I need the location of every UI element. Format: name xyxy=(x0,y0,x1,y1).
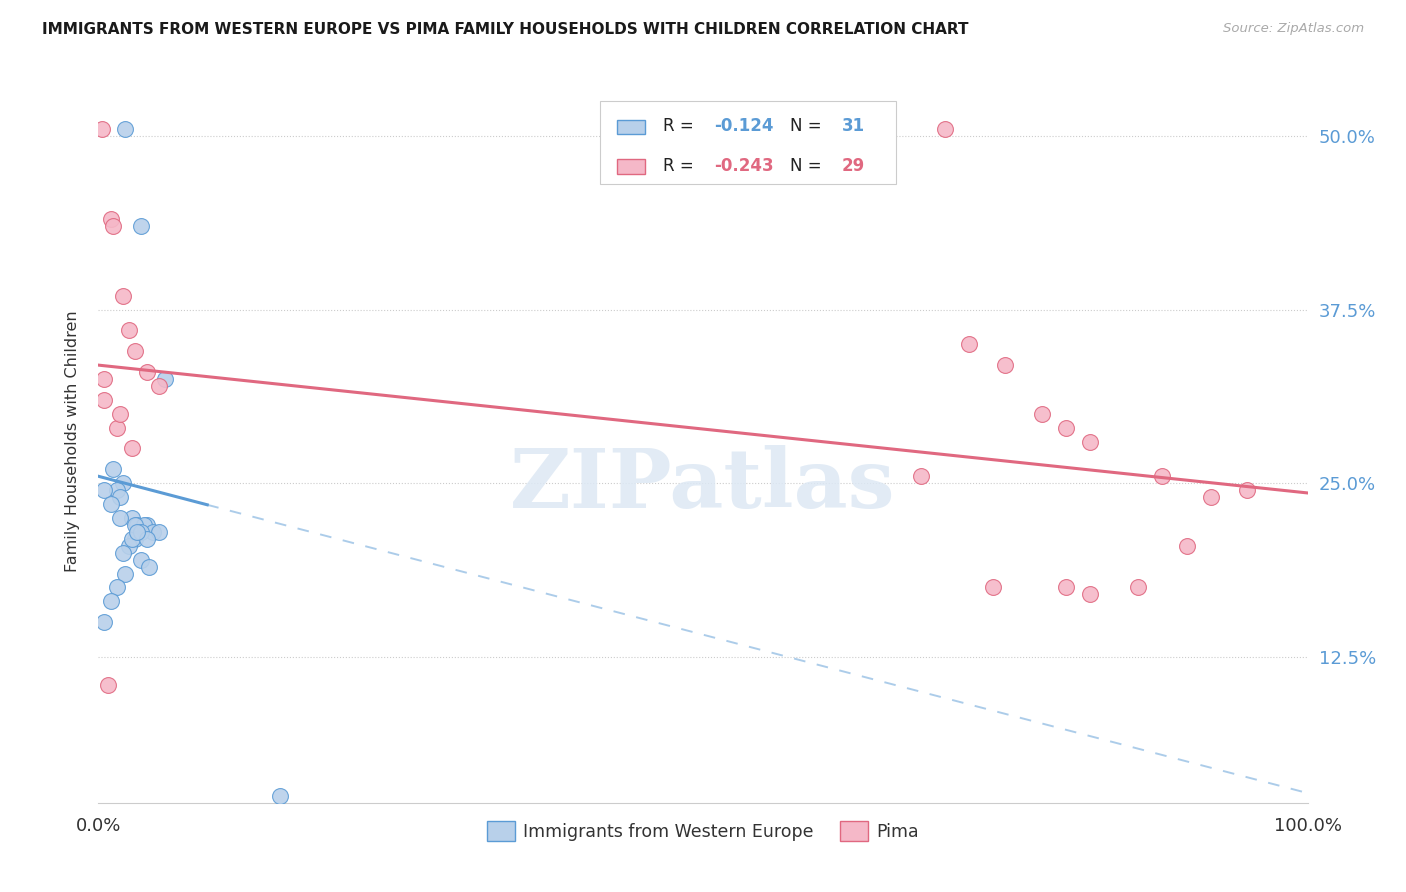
Point xyxy=(105,581,128,595)
Text: R =: R = xyxy=(664,157,699,175)
Point xyxy=(105,483,128,498)
Text: R =: R = xyxy=(664,117,699,136)
Point xyxy=(1199,490,1222,504)
Point xyxy=(127,517,149,532)
Point xyxy=(93,392,115,407)
Point xyxy=(114,122,136,136)
Point xyxy=(1152,469,1174,483)
Point xyxy=(127,524,149,539)
FancyBboxPatch shape xyxy=(600,101,897,185)
Point xyxy=(135,365,157,379)
Point xyxy=(148,524,170,539)
Point xyxy=(100,497,122,511)
Point xyxy=(1054,581,1077,595)
Point xyxy=(134,517,156,532)
Point xyxy=(121,442,143,456)
Text: -0.243: -0.243 xyxy=(714,157,773,175)
Point xyxy=(124,344,146,359)
Point xyxy=(93,483,115,498)
Point xyxy=(142,524,165,539)
Point xyxy=(129,219,152,234)
Point xyxy=(111,288,134,302)
Point xyxy=(111,546,134,560)
Legend: Immigrants from Western Europe, Pima: Immigrants from Western Europe, Pima xyxy=(479,814,927,848)
Y-axis label: Family Households with Children: Family Households with Children xyxy=(65,310,80,573)
Point xyxy=(93,615,115,630)
Point xyxy=(1078,587,1101,601)
Point xyxy=(121,532,143,546)
Point xyxy=(934,122,956,136)
Point xyxy=(138,559,160,574)
Point xyxy=(124,532,146,546)
Point xyxy=(124,517,146,532)
Point xyxy=(1054,420,1077,434)
Point xyxy=(97,678,120,692)
Point xyxy=(153,372,176,386)
Point xyxy=(108,490,131,504)
Point xyxy=(111,476,134,491)
Point xyxy=(994,358,1017,372)
Point xyxy=(981,581,1004,595)
Point xyxy=(100,212,122,227)
Point xyxy=(105,420,128,434)
Point xyxy=(129,552,152,566)
Text: N =: N = xyxy=(790,117,827,136)
Bar xyxy=(617,160,645,174)
Point xyxy=(1128,581,1150,595)
Point xyxy=(1031,407,1053,421)
Text: -0.124: -0.124 xyxy=(714,117,773,136)
Point xyxy=(93,372,115,386)
Point xyxy=(121,511,143,525)
Point xyxy=(108,407,131,421)
Point xyxy=(114,566,136,581)
Point xyxy=(1078,434,1101,449)
Point xyxy=(101,219,124,234)
Text: Source: ZipAtlas.com: Source: ZipAtlas.com xyxy=(1223,22,1364,36)
Text: 31: 31 xyxy=(842,117,865,136)
Text: ZIPatlas: ZIPatlas xyxy=(510,445,896,524)
Point xyxy=(129,524,152,539)
Point xyxy=(957,337,980,351)
Point xyxy=(148,379,170,393)
Text: IMMIGRANTS FROM WESTERN EUROPE VS PIMA FAMILY HOUSEHOLDS WITH CHILDREN CORRELATI: IMMIGRANTS FROM WESTERN EUROPE VS PIMA F… xyxy=(42,22,969,37)
Point xyxy=(91,122,114,136)
Point xyxy=(118,323,141,337)
Point xyxy=(135,532,157,546)
Text: N =: N = xyxy=(790,157,827,175)
Point xyxy=(135,517,157,532)
Bar xyxy=(617,120,645,135)
Point xyxy=(1175,539,1198,553)
Point xyxy=(910,469,932,483)
Text: 29: 29 xyxy=(842,157,865,175)
Point xyxy=(108,511,131,525)
Point xyxy=(269,789,291,803)
Point xyxy=(101,462,124,476)
Point xyxy=(1236,483,1258,498)
Point xyxy=(100,594,122,608)
Point xyxy=(118,539,141,553)
